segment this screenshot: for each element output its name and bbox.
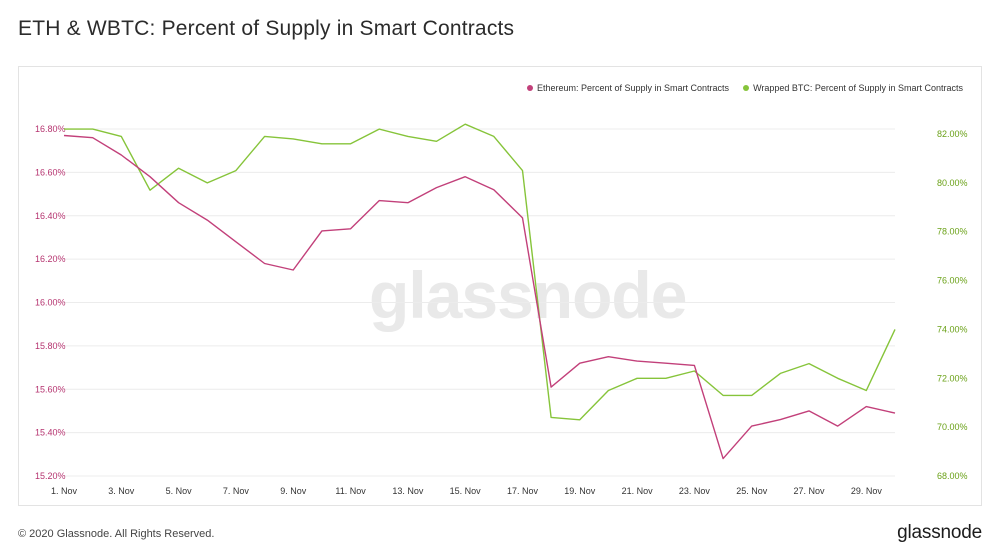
x-axis-tick-label: 25. Nov [736, 486, 768, 496]
legend: Ethereum: Percent of Supply in Smart Con… [526, 83, 963, 93]
x-axis-tick-label: 9. Nov [280, 486, 307, 496]
series-line-wbtc [64, 123, 896, 421]
right-axis-tick-label: 70.00% [937, 422, 968, 432]
x-axis-tick-label: 21. Nov [622, 486, 654, 496]
right-axis-tick-label: 78.00% [937, 227, 968, 237]
watermark: glassnode [369, 258, 687, 332]
left-axis-tick-label: 16.60% [35, 167, 66, 177]
legend-label-wbtc: Wrapped BTC: Percent of Supply in Smart … [753, 83, 963, 93]
right-axis-tick-label: 74.00% [937, 324, 968, 334]
footer-copyright: © 2020 Glassnode. All Rights Reserved. [18, 528, 215, 540]
left-axis-tick-label: 15.40% [35, 428, 66, 438]
x-axis-tick-label: 11. Nov [335, 486, 366, 496]
x-axis-tick-label: 27. Nov [794, 486, 826, 496]
line-chart[interactable]: 15.20% 15.40% 15.60% 15.80% 16.00% 16.20% 16.4… [19, 67, 981, 505]
left-axis-tick-label: 16.00% [35, 298, 66, 308]
right-axis-tick-label: 68.00% [937, 471, 968, 481]
x-axis-tick-label: 1. Nov [51, 486, 78, 496]
x-axis-tick-label: 23. Nov [679, 486, 711, 496]
x-axis-tick-label: 5. Nov [166, 486, 193, 496]
left-axis-tick-label: 15.80% [35, 341, 66, 351]
x-axis-tick-label: 3. Nov [108, 486, 135, 496]
x-axis-tick-label: 17. Nov [507, 486, 539, 496]
series-line-eth [63, 134, 896, 460]
x-axis-tick-label: 15. Nov [450, 486, 482, 496]
left-axis-tick-label: 15.60% [35, 384, 66, 394]
x-axis-tick-label: 29. Nov [851, 486, 883, 496]
left-axis-tick-label: 16.80% [35, 124, 66, 134]
legend-item-eth[interactable]: Ethereum: Percent of Supply in Smart Con… [526, 83, 730, 93]
right-axis-tick-label: 76.00% [937, 276, 968, 286]
legend-item-wbtc[interactable]: Wrapped BTC: Percent of Supply in Smart … [743, 83, 963, 93]
left-axis-tick-label: 16.20% [35, 254, 66, 264]
legend-dot-wbtc [743, 85, 750, 91]
chart-card[interactable]: glassnode 15.20% 15.40% 15.60% 15.80% 16.00%… [18, 66, 982, 506]
right-axis-tick-label: 72.00% [937, 373, 968, 383]
left-axis-tick-label: 15.20% [35, 471, 66, 481]
left-axis-tick-label: 16.40% [35, 211, 66, 221]
x-axis-tick-label: 13. Nov [392, 486, 424, 496]
legend-label-eth: Ethereum: Percent of Supply in Smart Con… [536, 83, 730, 93]
page-title: ETH & WBTC: Percent of Supply in Smart C… [18, 17, 515, 40]
x-axis-tick-label: 7. Nov [223, 486, 250, 496]
legend-dot-eth [526, 85, 533, 91]
footer-logo[interactable]: glassnode [897, 522, 982, 543]
right-axis-tick-label: 82.00% [937, 129, 968, 139]
x-axis-tick-label: 19. Nov [564, 486, 596, 496]
right-axis-tick-label: 80.00% [937, 178, 968, 188]
